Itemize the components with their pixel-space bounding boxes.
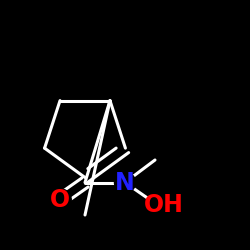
Text: O: O bbox=[50, 188, 70, 212]
Text: N: N bbox=[115, 170, 135, 194]
Circle shape bbox=[49, 189, 71, 211]
Text: OH: OH bbox=[144, 193, 184, 217]
Circle shape bbox=[114, 172, 136, 193]
Circle shape bbox=[148, 189, 180, 221]
